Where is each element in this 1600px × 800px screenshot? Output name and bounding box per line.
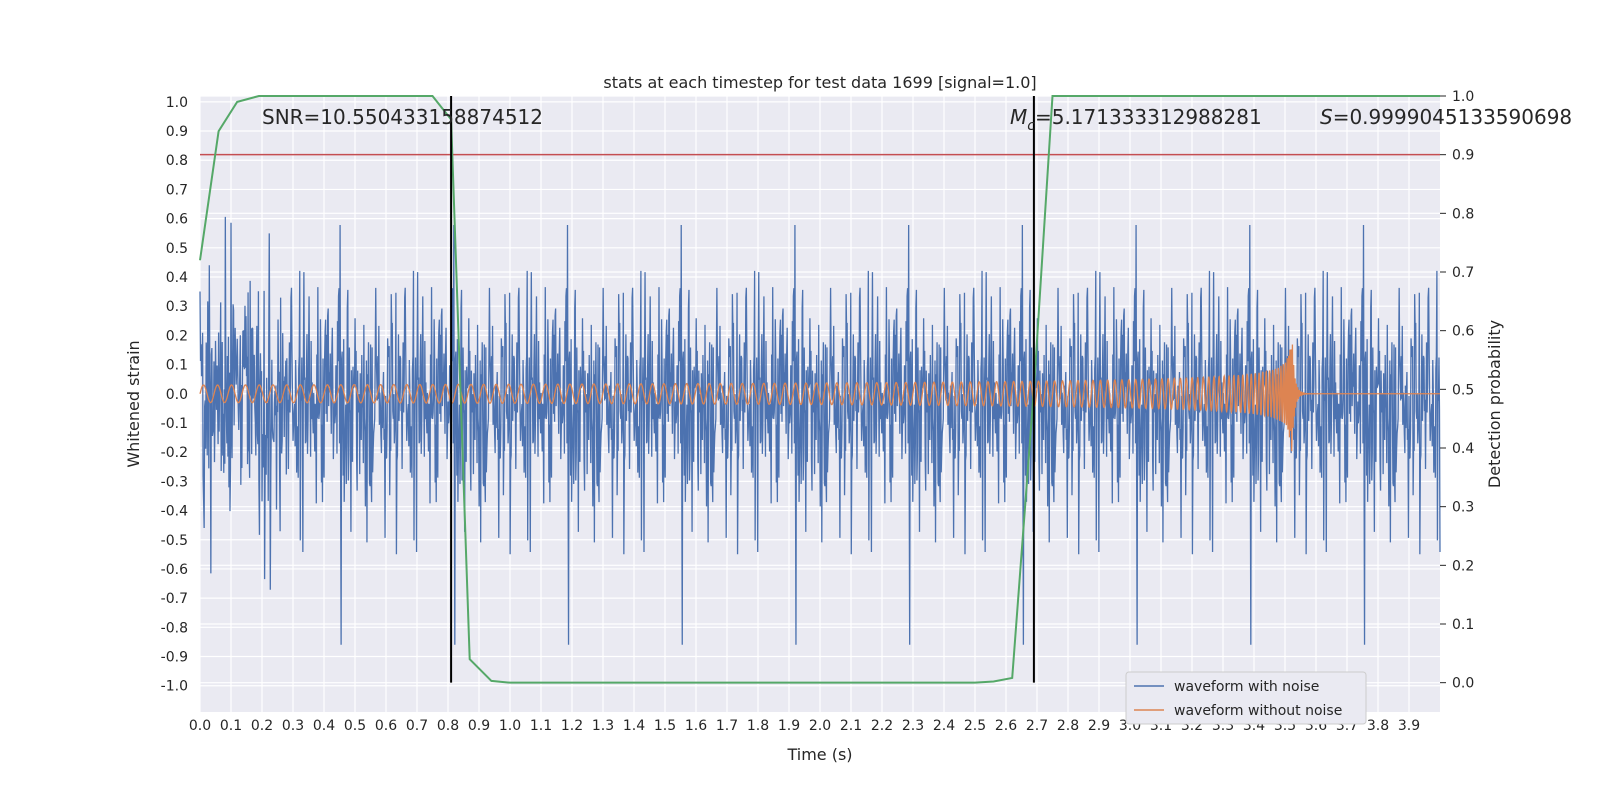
legend-label-clean: waveform without noise bbox=[1174, 703, 1342, 719]
y-ticks-right: 1.0 0.9 0.8 0.7 0.6 0.5 0.4 0.3 0.2 0.1 0.0 bbox=[1440, 89, 1474, 692]
score-annotation: S=0.9999045133590698 bbox=[1320, 105, 1572, 129]
y-ticks-left: 1.0 0.9 0.8 0.7 0.6 0.5 0.4 0.3 0.2 0.1 0.0 -0.1 -0.… bbox=[161, 95, 188, 695]
y-tick-label: 0.2 bbox=[166, 328, 188, 344]
x-axis-label: Time (s) bbox=[786, 745, 852, 764]
y-tick-label: -0.6 bbox=[161, 562, 188, 578]
y-tick-label: 0.4 bbox=[166, 270, 188, 286]
y-tick-label: -0.1 bbox=[161, 416, 188, 432]
y-tick-label: 0.3 bbox=[166, 299, 188, 315]
y2-tick-label: 0.1 bbox=[1452, 617, 1474, 633]
x-tick-label: 1.3 bbox=[592, 718, 614, 734]
chirp-mass-annotation: Mc=5.171333312988281 bbox=[1010, 105, 1262, 134]
legend-label-noise: waveform with noise bbox=[1174, 679, 1319, 695]
y2-axis-label: Detection probability bbox=[1485, 320, 1504, 488]
x-tick-label: 3.9 bbox=[1398, 718, 1420, 734]
x-tick-label: 0.3 bbox=[282, 718, 304, 734]
x-tick-label: 0.7 bbox=[406, 718, 428, 734]
chirp-line bbox=[199, 344, 1440, 452]
y-tick-label: 0.0 bbox=[166, 387, 188, 403]
y-tick-label: -0.9 bbox=[161, 650, 188, 666]
x-tick-label: 1.7 bbox=[716, 718, 738, 734]
chart-title: stats at each timestep for test data 169… bbox=[603, 73, 1036, 92]
x-tick-label: 2.4 bbox=[933, 718, 955, 734]
y2-tick-label: 0.5 bbox=[1452, 382, 1474, 398]
y2-tick-label: 1.0 bbox=[1452, 89, 1474, 105]
y2-tick-label: 0.4 bbox=[1452, 441, 1474, 457]
x-tick-label: 2.0 bbox=[809, 718, 831, 734]
x-tick-label: 2.3 bbox=[902, 718, 924, 734]
y-tick-label: 0.7 bbox=[166, 182, 188, 198]
y2-tick-label: 0.3 bbox=[1452, 500, 1474, 516]
grid-left bbox=[199, 96, 1440, 712]
x-tick-label: 0.4 bbox=[313, 718, 335, 734]
x-tick-label: 0.0 bbox=[189, 718, 211, 734]
x-tick-label: 2.1 bbox=[840, 718, 862, 734]
y2-tick-label: 0.0 bbox=[1452, 676, 1474, 692]
y2-tick-label: 0.7 bbox=[1452, 265, 1474, 281]
y2-tick-label: 0.2 bbox=[1452, 558, 1474, 574]
y-axis-label: Whitened strain bbox=[124, 340, 143, 467]
x-tick-label: 0.5 bbox=[344, 718, 366, 734]
y-tick-label: -1.0 bbox=[161, 679, 188, 695]
y-tick-label: 0.8 bbox=[166, 153, 188, 169]
x-tick-label: 0.1 bbox=[220, 718, 242, 734]
y-tick-label: -0.7 bbox=[161, 591, 188, 607]
vertical-markers bbox=[450, 96, 1035, 683]
y-tick-label: 0.5 bbox=[166, 241, 188, 257]
y-tick-label: 0.6 bbox=[166, 212, 188, 228]
series-waveform-without-noise bbox=[199, 344, 1440, 452]
legend: waveform with noise waveform without noi… bbox=[1125, 671, 1367, 725]
x-tick-label: 1.8 bbox=[747, 718, 769, 734]
x-tick-label: 0.2 bbox=[251, 718, 273, 734]
snr-annotation: SNR=10.550433158874512 bbox=[262, 105, 543, 129]
y-tick-label: 0.9 bbox=[166, 124, 188, 140]
x-tick-label: 0.8 bbox=[437, 718, 459, 734]
x-tick-label: 1.5 bbox=[654, 718, 676, 734]
x-tick-label: 1.1 bbox=[530, 718, 552, 734]
y-tick-label: -0.8 bbox=[161, 620, 188, 636]
series-waveform-with-noise bbox=[199, 216, 1441, 645]
x-tick-label: 1.4 bbox=[623, 718, 645, 734]
y-tick-label: -0.5 bbox=[161, 533, 188, 549]
x-tick-label: 1.0 bbox=[499, 718, 521, 734]
x-tick-label: 2.8 bbox=[1057, 718, 1079, 734]
y2-tick-label: 0.9 bbox=[1452, 148, 1474, 164]
y2-tick-label: 0.8 bbox=[1452, 206, 1474, 222]
x-tick-label: 2.7 bbox=[1026, 718, 1048, 734]
x-tick-label: 1.2 bbox=[561, 718, 583, 734]
x-tick-label: 0.9 bbox=[468, 718, 490, 734]
x-tick-label: 2.2 bbox=[871, 718, 893, 734]
y-tick-label: -0.2 bbox=[161, 445, 188, 461]
x-tick-label: 2.5 bbox=[964, 718, 986, 734]
x-tick-label: 0.6 bbox=[375, 718, 397, 734]
x-tick-label: 1.9 bbox=[778, 718, 800, 734]
legend-box bbox=[1125, 671, 1367, 725]
y-tick-label: 0.1 bbox=[166, 358, 188, 374]
y2-tick-label: 0.6 bbox=[1452, 324, 1474, 340]
y-tick-label: -0.3 bbox=[161, 474, 188, 490]
y-tick-label: 1.0 bbox=[166, 95, 188, 111]
x-tick-label: 2.6 bbox=[995, 718, 1017, 734]
x-tick-label: 3.8 bbox=[1367, 718, 1389, 734]
series-detection-probability bbox=[199, 95, 1440, 684]
probability-line bbox=[199, 95, 1440, 684]
noise-line bbox=[199, 216, 1441, 645]
y-tick-label: -0.4 bbox=[161, 504, 188, 520]
x-tick-label: 1.6 bbox=[685, 718, 707, 734]
x-tick-label: 2.9 bbox=[1088, 718, 1110, 734]
